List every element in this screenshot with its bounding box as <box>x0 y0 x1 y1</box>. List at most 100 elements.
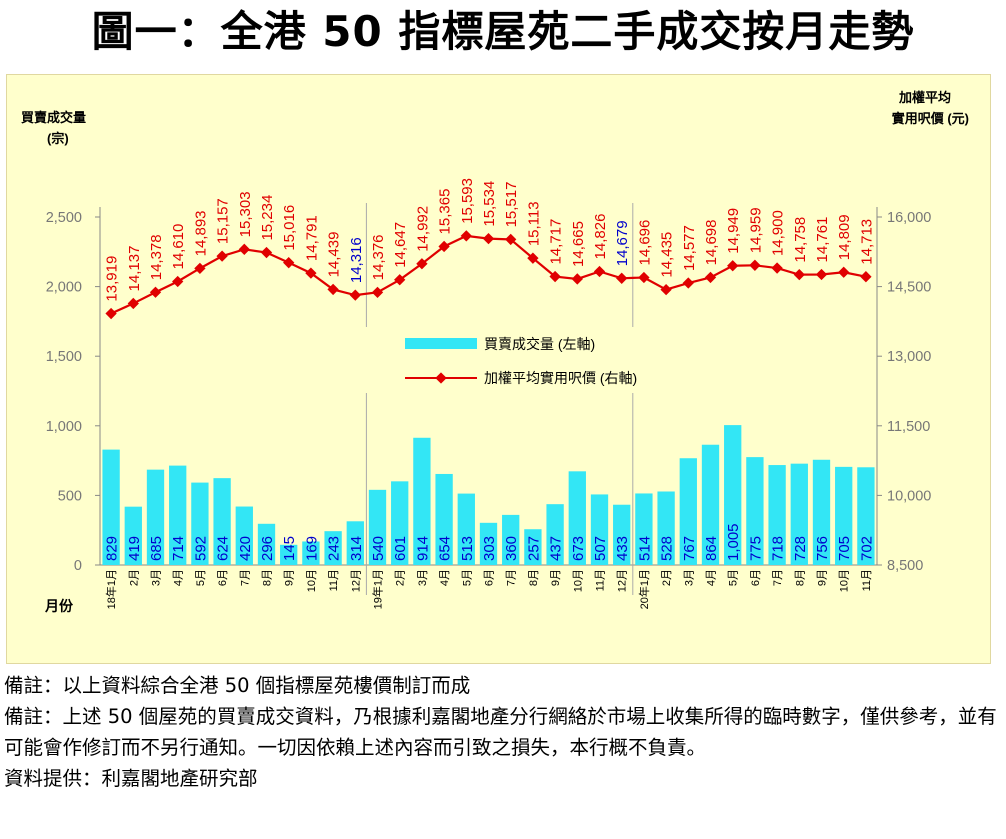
price-point <box>260 246 273 259</box>
price-data-label: 15,534 <box>481 181 498 227</box>
x-tick-label: 3月 <box>683 569 695 586</box>
combo-chart: 買賣成交量 (宗) 加權平均實用呎價 (元) 月份 0 8,500 500 10,000 1,0… <box>21 90 969 614</box>
bar <box>346 521 364 565</box>
x-tick-label: 9月 <box>284 569 296 586</box>
bar-data-label: 1,005 <box>725 523 742 561</box>
x-axis-title: 月份 <box>44 598 74 614</box>
note-line-2: 備註：上述 50 個屋苑的買賣成交資料，乃根據利嘉閣地產分行網絡於市場上收集所得… <box>4 705 997 759</box>
price-data-label: 14,713 <box>858 219 875 265</box>
x-tick-label: 11月 <box>328 569 340 591</box>
bar-data-label: 756 <box>814 536 831 561</box>
price-point <box>860 271 872 283</box>
price-point <box>216 250 228 262</box>
price-data-label: 14,992 <box>414 206 431 252</box>
x-tick-label: 20年1月 <box>637 569 651 609</box>
bar-data-label: 728 <box>792 536 809 561</box>
bar-data-label: 314 <box>348 536 365 561</box>
x-tick-label: 5月 <box>195 569 207 586</box>
bar-data-label: 257 <box>525 536 542 561</box>
price-point <box>771 262 783 274</box>
bar <box>857 467 875 565</box>
bar <box>302 541 320 565</box>
bar <box>213 478 231 565</box>
price-data-label: 15,593 <box>459 178 476 224</box>
price-data-label: 13,919 <box>104 256 121 302</box>
price-point <box>527 252 539 264</box>
x-tick-label: 10月 <box>306 569 318 592</box>
right-tick-label: 11,500 <box>887 419 930 435</box>
price-point <box>482 232 495 245</box>
price-point <box>838 266 850 278</box>
bar <box>457 493 475 565</box>
bar <box>324 531 342 565</box>
left-axis-unit: (宗) <box>47 131 69 146</box>
right-tick-label: 10,000 <box>887 488 931 504</box>
price-point <box>105 307 117 320</box>
page-title: 圖一：全港 50 指標屋苑二手成交按月走勢 <box>91 7 915 56</box>
price-data-label: 14,826 <box>592 214 609 260</box>
bar-data-label: 360 <box>503 536 520 561</box>
price-data-label: 14,698 <box>703 220 720 266</box>
price-point <box>660 283 672 296</box>
chart-panel: 買賣成交量 (宗) 加權平均 實用呎價 (元) 月份 0 8,500 500 10,000 1,0… <box>6 74 991 664</box>
left-tick-label: 1,500 <box>46 349 82 365</box>
x-tick-label: 4月 <box>173 569 185 586</box>
right-tick-label: 14,500 <box>887 280 931 296</box>
bar-data-label: 718 <box>770 536 787 561</box>
x-tick-label: 12月 <box>350 569 362 592</box>
x-tick-label: 12月 <box>617 569 629 592</box>
bar <box>546 504 564 565</box>
bar-data-label: 528 <box>659 536 676 561</box>
bar <box>812 459 831 565</box>
bar <box>102 449 120 565</box>
bar-data-label: 507 <box>592 536 609 561</box>
left-tick-label: 1,000 <box>46 419 82 435</box>
x-tick-label: 2月 <box>395 569 407 586</box>
x-tick-label: 18年1月 <box>104 569 118 609</box>
price-data-label: 15,113 <box>525 201 542 246</box>
bar-data-label: 829 <box>104 536 121 561</box>
price-point <box>238 243 250 255</box>
price-data-label: 14,610 <box>170 224 187 270</box>
left-tick-label: 2,500 <box>46 210 82 226</box>
price-point <box>349 289 361 301</box>
price-point <box>460 230 472 242</box>
legend-line-marker <box>435 372 447 384</box>
price-data-label: 14,316 <box>348 237 365 283</box>
price-data-label: 14,900 <box>770 210 787 256</box>
price-point <box>727 260 739 272</box>
price-data-label: 14,809 <box>836 214 853 260</box>
x-tick-label: 7月 <box>506 569 518 586</box>
x-tick-label: 10月 <box>572 569 584 592</box>
bar <box>679 458 697 565</box>
bar <box>524 529 542 565</box>
bar <box>280 544 298 565</box>
bar-data-label: 654 <box>437 536 454 561</box>
notes-block: 備註：以上資料綜合全港 50 個指標屋苑樓價制訂而成 備註：上述 50 個屋苑的… <box>4 670 1002 794</box>
legend-bar-label: 買賣成交量 (左軸) <box>484 336 595 352</box>
bar <box>146 469 165 565</box>
price-point <box>549 270 561 283</box>
price-data-label: 14,791 <box>303 215 320 261</box>
bar <box>657 491 675 565</box>
bar-data-label: 513 <box>459 536 476 561</box>
bar <box>435 473 453 565</box>
price-data-label: 14,577 <box>681 225 698 271</box>
right-tick-label: 16,000 <box>887 210 931 226</box>
price-point <box>593 265 606 278</box>
price-data-label: 14,696 <box>636 220 653 266</box>
x-tick-label: 2月 <box>661 569 673 586</box>
right-axis-title: 加權平均 <box>898 90 951 105</box>
price-point <box>305 267 317 279</box>
price-point <box>149 286 162 298</box>
x-tick-label: 4月 <box>439 569 451 586</box>
bar-data-label: 437 <box>548 536 565 561</box>
price-point <box>438 240 450 253</box>
x-tick-label: 8月 <box>528 569 540 586</box>
price-data-label: 14,959 <box>747 207 764 253</box>
price-data-label: 15,517 <box>503 182 520 228</box>
note-line-3: 資料提供：利嘉閣地產研究部 <box>4 767 258 790</box>
price-point <box>327 283 339 296</box>
price-point <box>793 268 805 281</box>
bar <box>124 506 142 565</box>
